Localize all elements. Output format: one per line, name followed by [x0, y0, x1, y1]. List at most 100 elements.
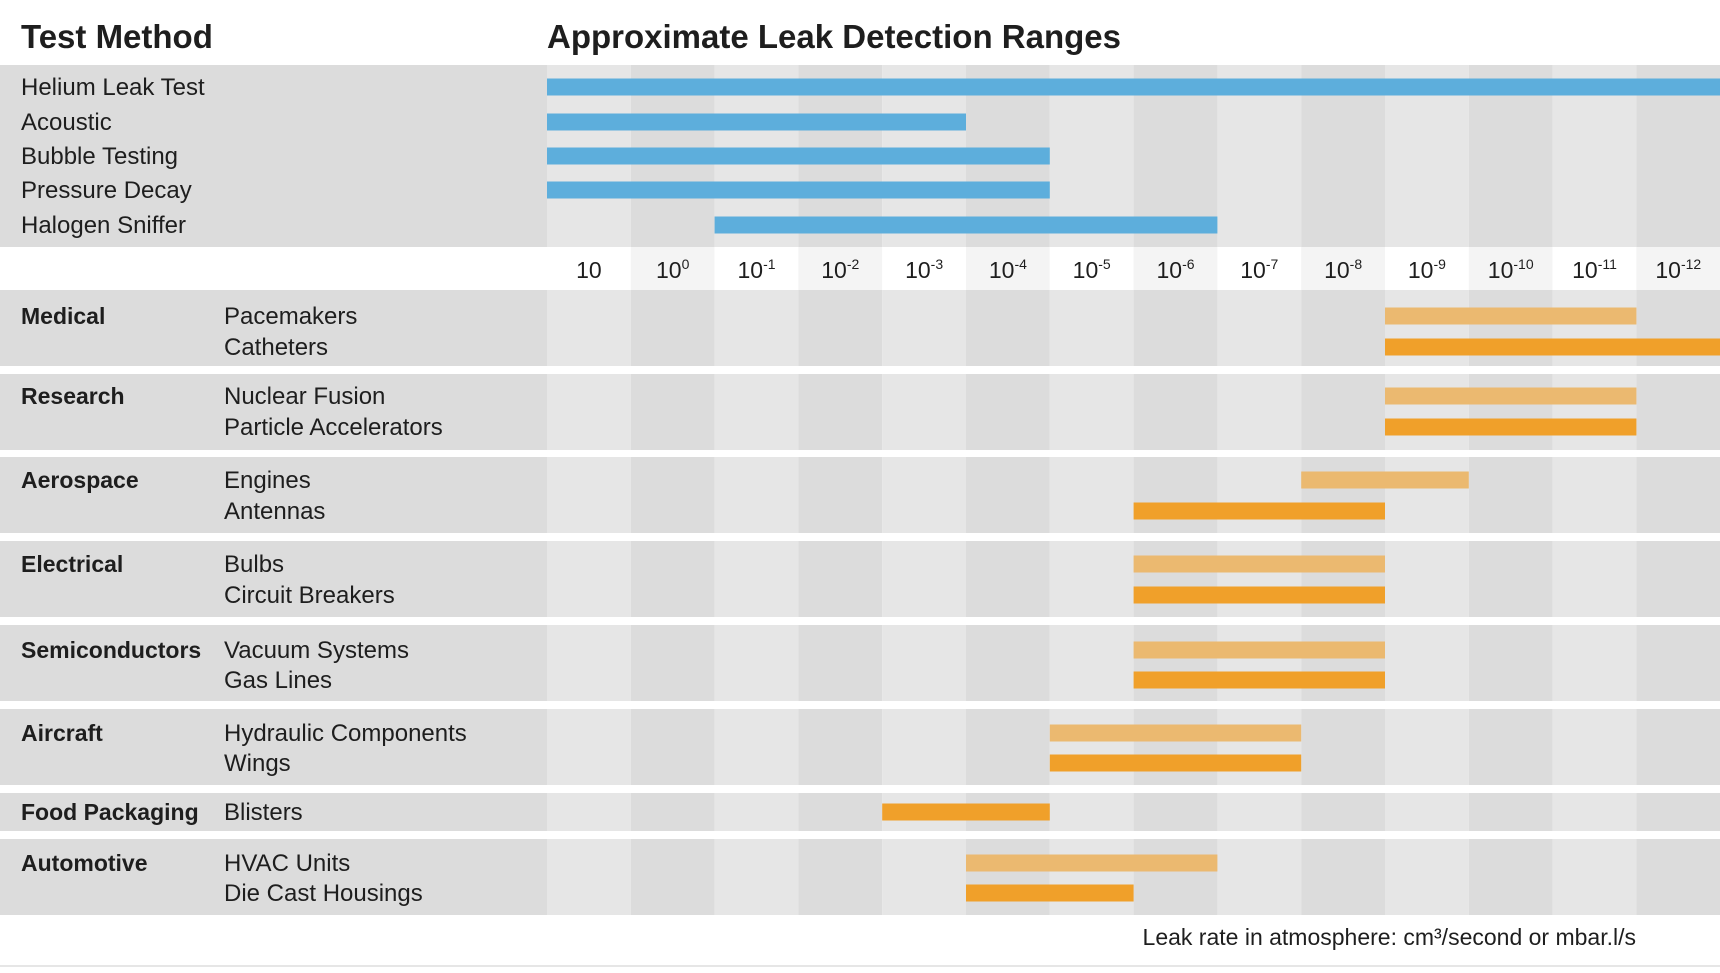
- tick-cell: [882, 247, 966, 290]
- industry-band-3-column-band: [798, 541, 883, 617]
- method-column-header: Test Method: [21, 18, 213, 55]
- industry-band-0-column-band: [882, 290, 966, 366]
- industry-band-3-label-bg: [0, 541, 547, 617]
- tick-exponent: -8: [1350, 256, 1363, 272]
- tick-base: 10: [989, 257, 1015, 283]
- industry-band-4-column-band: [882, 625, 966, 701]
- application-label: Particle Accelerators: [224, 414, 443, 441]
- industry-band-2-column-band: [1385, 457, 1469, 533]
- tick-label: 10-12: [1655, 256, 1701, 283]
- tick-base: 10: [1073, 257, 1099, 283]
- application-label: HVAC Units: [224, 850, 350, 877]
- industry-band-0-column-band: [1049, 290, 1134, 366]
- tick-cell: [1552, 247, 1637, 290]
- industry-band-7-column-band: [882, 839, 966, 915]
- industry-band-6-column-band: [1468, 793, 1553, 831]
- chart-title: Approximate Leak Detection Ranges: [547, 18, 1121, 55]
- industry-band-2-column-band: [1133, 457, 1218, 533]
- method-bar: [547, 147, 1050, 165]
- industry-band-2-column-band: [714, 457, 799, 533]
- industry-band-0-column-band: [714, 290, 799, 366]
- tick-base: 10: [1324, 257, 1350, 283]
- industry-band-5-label-bg: [0, 709, 547, 785]
- tick-label: 10-1: [737, 256, 775, 283]
- tick-exponent: -9: [1433, 256, 1446, 272]
- industry-band-3-column-band: [882, 541, 966, 617]
- industry-band-1-column-band: [966, 374, 1050, 450]
- tick-label: 10-11: [1572, 256, 1617, 283]
- industry-band-1-column-band: [1552, 374, 1637, 450]
- industry-band-4-column-band: [1552, 625, 1637, 701]
- industry-band-3-column-band: [1468, 541, 1553, 617]
- tick-exponent: -7: [1266, 256, 1279, 272]
- industry-band-7-column-band: [630, 839, 715, 915]
- industry-band-2-column-band: [1049, 457, 1134, 533]
- application-label: Antennas: [224, 498, 325, 525]
- industry-band-3-column-band: [547, 541, 631, 617]
- industry-band-3-column-band: [1217, 541, 1302, 617]
- industry-band-5-column-band: [1552, 709, 1637, 785]
- industry-band-3-column-band: [1049, 541, 1134, 617]
- application-label: Hydraulic Components: [224, 720, 467, 747]
- tick-cell: [1468, 247, 1553, 290]
- industry-band-6-column-band: [630, 793, 715, 831]
- tick-cell: [1133, 247, 1218, 290]
- tick-exponent: -12: [1681, 256, 1701, 272]
- industry-band-2-column-band: [1217, 457, 1302, 533]
- industry-band-1-column-band: [1217, 374, 1302, 450]
- tick-exponent: -11: [1598, 256, 1617, 272]
- method-bar: [547, 78, 1720, 96]
- industry-band-7-column-band: [1385, 839, 1469, 915]
- industry-band-1-column-band: [1301, 374, 1385, 450]
- application-label: Wings: [224, 750, 291, 777]
- industry-band-0-column-band: [1217, 290, 1302, 366]
- industry-band-5-column-band: [798, 709, 883, 785]
- industry-band-7-column-band: [1133, 839, 1218, 915]
- industry-band-4-column-band: [1468, 625, 1553, 701]
- industry-band-5-column-band: [1133, 709, 1218, 785]
- methods-band-label-bg: [0, 65, 547, 247]
- tick-cell: [630, 247, 715, 290]
- application-range-bar: [1133, 641, 1385, 659]
- industry-band-6-column-band: [798, 793, 883, 831]
- tick-exponent: -5: [1098, 256, 1111, 272]
- tick-base: 10: [737, 257, 763, 283]
- tick-label: 10-9: [1408, 256, 1446, 283]
- application-label: Bulbs: [224, 551, 284, 578]
- industry-band-1-column-band: [714, 374, 799, 450]
- industry-band-3-column-band: [1385, 541, 1469, 617]
- industry-band-6-column-band: [1385, 793, 1469, 831]
- application-range-bar: [1301, 471, 1469, 489]
- industry-band-7-column-band: [1468, 839, 1553, 915]
- industry-band-3-column-band: [966, 541, 1050, 617]
- industry-band-7-column-band: [547, 839, 631, 915]
- tick-cell: [966, 247, 1050, 290]
- industry-band-2-column-band: [798, 457, 883, 533]
- industry-band-6-column-band: [1301, 793, 1385, 831]
- industry-band-0-column-band: [798, 290, 883, 366]
- method-bar: [547, 181, 1050, 199]
- industry-band-2-column-band: [1468, 457, 1553, 533]
- tick-base: 10: [1408, 257, 1434, 283]
- industry-label: Aerospace: [21, 467, 139, 493]
- application-range-bar: [1133, 555, 1385, 573]
- industry-band-4-column-band: [714, 625, 799, 701]
- industry-label: Electrical: [21, 551, 123, 577]
- industry-band-5-column-band: [1636, 709, 1720, 785]
- industry-band-1-column-band: [1636, 374, 1720, 450]
- tick-label: 10-8: [1324, 256, 1362, 283]
- industry-band-1-column-band: [798, 374, 883, 450]
- industry-band-7-column-band: [1552, 839, 1637, 915]
- industry-band-0-column-band: [1133, 290, 1218, 366]
- industry-band-1-column-band: [1049, 374, 1134, 450]
- application-label: Circuit Breakers: [224, 582, 395, 609]
- industry-band-1-column-band: [630, 374, 715, 450]
- application-range-bar: [966, 854, 1218, 872]
- tick-base: 10: [656, 257, 682, 283]
- industry-band-4-column-band: [798, 625, 883, 701]
- industry-band-6-column-band: [547, 793, 631, 831]
- industry-band-1-label-bg: [0, 374, 547, 450]
- application-range-bar: [1133, 502, 1385, 520]
- industry-band-4-column-band: [630, 625, 715, 701]
